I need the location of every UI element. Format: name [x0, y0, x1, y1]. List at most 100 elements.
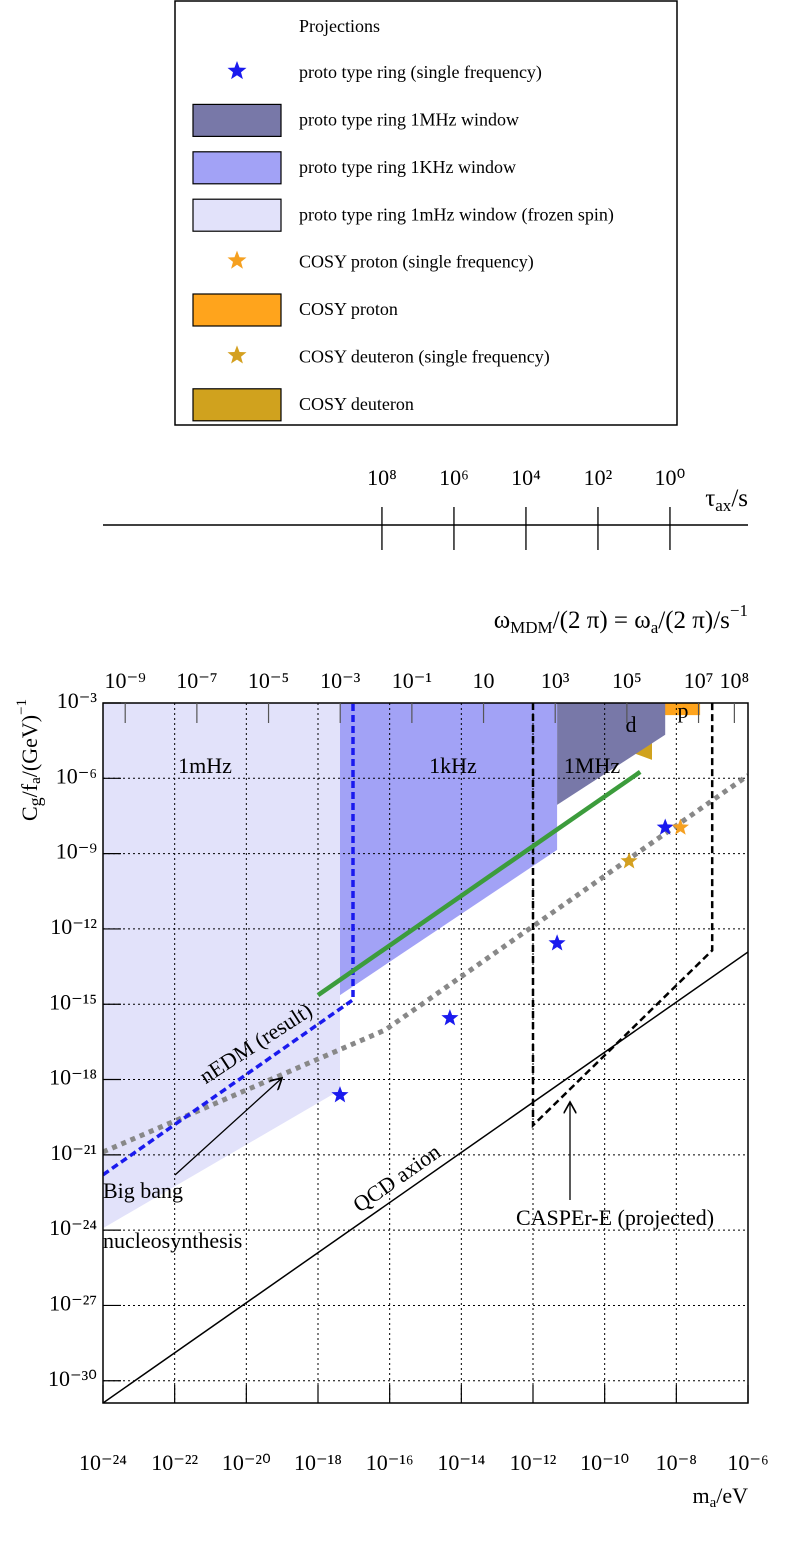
x-title-part: a: [710, 1495, 717, 1511]
legend-swatch: [192, 103, 282, 138]
y-title-part: C: [17, 806, 42, 821]
star-point: [331, 1086, 349, 1103]
x2-title-part: −1: [730, 601, 748, 620]
tau-tick-label: 10⁰: [655, 465, 686, 490]
y-tick-label: 10⁻³: [57, 688, 98, 713]
x2-title-part: a: [651, 618, 659, 637]
y-tick-label: 10⁻⁹: [56, 839, 98, 864]
legend-swatch: [192, 151, 282, 185]
star-point: [548, 934, 566, 951]
x2-tick-label: 10⁻¹: [392, 668, 432, 693]
x2-tick-label: 10⁻³: [320, 668, 361, 693]
x-tick-label: 10⁻¹⁸: [294, 1450, 342, 1475]
legend-label: COSY proton (single frequency): [299, 252, 534, 273]
y-title-part: −1: [14, 699, 30, 715]
legend-label: proto type ring 1mHz window (frozen spin…: [299, 204, 614, 225]
x2-tick-label: 10⁻⁷: [176, 668, 217, 693]
x-tick-label: 10⁻¹²: [510, 1450, 557, 1475]
legend-star: [227, 61, 247, 80]
tau-title-part: /s: [731, 485, 748, 512]
x2-title-part: /(2 π)/s: [658, 607, 730, 634]
curve-label: CASPEr-E (projected): [516, 1205, 714, 1230]
x-tick-label: 10⁻¹⁴: [437, 1450, 485, 1475]
x2-tick-label: 10⁻⁹: [105, 668, 147, 693]
region: [103, 703, 340, 1229]
legend: proto type ring (single frequency) proto …: [192, 61, 614, 422]
curve: [103, 703, 355, 1177]
x-tick-label: 10⁻¹⁰: [580, 1450, 629, 1475]
region-label: 1MHz: [564, 753, 620, 778]
y-tick-label: 10⁻²⁴: [49, 1215, 97, 1240]
tau-axis-title: τax/s: [705, 485, 748, 515]
tau-title-part: ax: [715, 496, 732, 515]
x2-tick-label: 10: [473, 668, 495, 693]
x-tick-label: 10⁻⁶: [727, 1450, 768, 1475]
region-label: 1kHz: [429, 753, 477, 778]
x2-title-part: /(2 π) = ω: [553, 607, 651, 634]
x-tick-label: 10⁻²⁰: [222, 1450, 271, 1475]
legend-label: proto type ring (single frequency): [299, 62, 542, 83]
x-tick-label: 10⁻²²: [151, 1450, 198, 1475]
star-point: [671, 818, 689, 835]
tau-tick-label: 10⁴: [511, 465, 541, 490]
legend-swatch: [192, 388, 282, 422]
plot-area: [103, 703, 748, 1403]
y-tick-label: 10⁻¹²: [50, 914, 97, 939]
y-title-part: /(GeV): [17, 715, 42, 777]
x-tick-label: 10⁻²⁴: [79, 1450, 127, 1475]
arrow: [174, 1078, 282, 1176]
curve-label: Big bang: [103, 1178, 183, 1203]
x-axis-title: ma/eV: [692, 1483, 748, 1511]
y-tick-label: 10⁻¹⁵: [49, 989, 97, 1014]
legend-label: COSY proton: [299, 299, 398, 319]
curve: [316, 770, 642, 997]
x-title-part: /eV: [716, 1483, 748, 1508]
x2-tick-label: 10⁵: [612, 668, 642, 693]
region-label: d: [626, 712, 637, 737]
y-title-part: a: [28, 777, 44, 784]
curve-label: nucleosynthesis: [103, 1228, 242, 1253]
curve: [103, 951, 748, 1403]
x2-axis-title: ωMDM/(2 π) = ωa/(2 π)/s−1: [494, 601, 748, 637]
star-point: [656, 818, 674, 835]
legend-label: proto type ring 1KHz window: [299, 157, 516, 177]
star-point: [441, 1009, 459, 1026]
region-label: 1mHz: [178, 753, 232, 778]
y-tick-label: 10⁻³⁰: [48, 1366, 97, 1391]
legend-label: COSY deuteron (single frequency): [299, 347, 550, 368]
region: [663, 703, 701, 716]
plot-clip: [103, 703, 748, 1403]
x-tick-label: 10⁻⁸: [656, 1450, 697, 1475]
legend-swatch: [192, 198, 282, 232]
legend-star: [227, 250, 247, 269]
y-tick-label: 10⁻²⁷: [49, 1290, 97, 1315]
tau-tick-label: 10⁸: [367, 465, 397, 490]
legend-label: proto type ring 1MHz window: [299, 110, 519, 130]
legend-label: COSY deuteron: [299, 394, 414, 414]
legend-title: Projections: [299, 16, 380, 36]
curve: [531, 703, 714, 1129]
tau-tick-label: 10⁶: [439, 465, 469, 490]
curve-label: QCD axion: [348, 1139, 445, 1217]
y-tick-label: 10⁻⁶: [56, 763, 97, 788]
y-title-part: g: [25, 797, 45, 806]
x2-title-part: ω: [494, 607, 510, 634]
y-tick-label: 10⁻²¹: [50, 1140, 97, 1165]
x2-tick-label: 10³: [541, 668, 570, 693]
region: [557, 703, 666, 805]
x2-tick-label: 10⁻⁵: [248, 668, 289, 693]
x-title-part: m: [692, 1483, 709, 1508]
region-label: p: [678, 698, 689, 723]
y-axis-title: Cg/fa/(GeV)−1: [14, 699, 45, 821]
plot-frame: [102, 702, 749, 1404]
region: [340, 703, 558, 996]
y-tick-label: 10⁻¹⁸: [49, 1065, 97, 1090]
x-tick-label: 10⁻¹⁶: [366, 1450, 414, 1475]
legend-star: [227, 345, 247, 364]
y-title-part: /f: [17, 783, 42, 797]
tau-tick-label: 10²: [584, 465, 613, 490]
tau-title-part: τ: [705, 485, 715, 512]
x2-tick-label: 10⁷: [684, 668, 714, 693]
x2-title-part: MDM: [510, 618, 553, 637]
